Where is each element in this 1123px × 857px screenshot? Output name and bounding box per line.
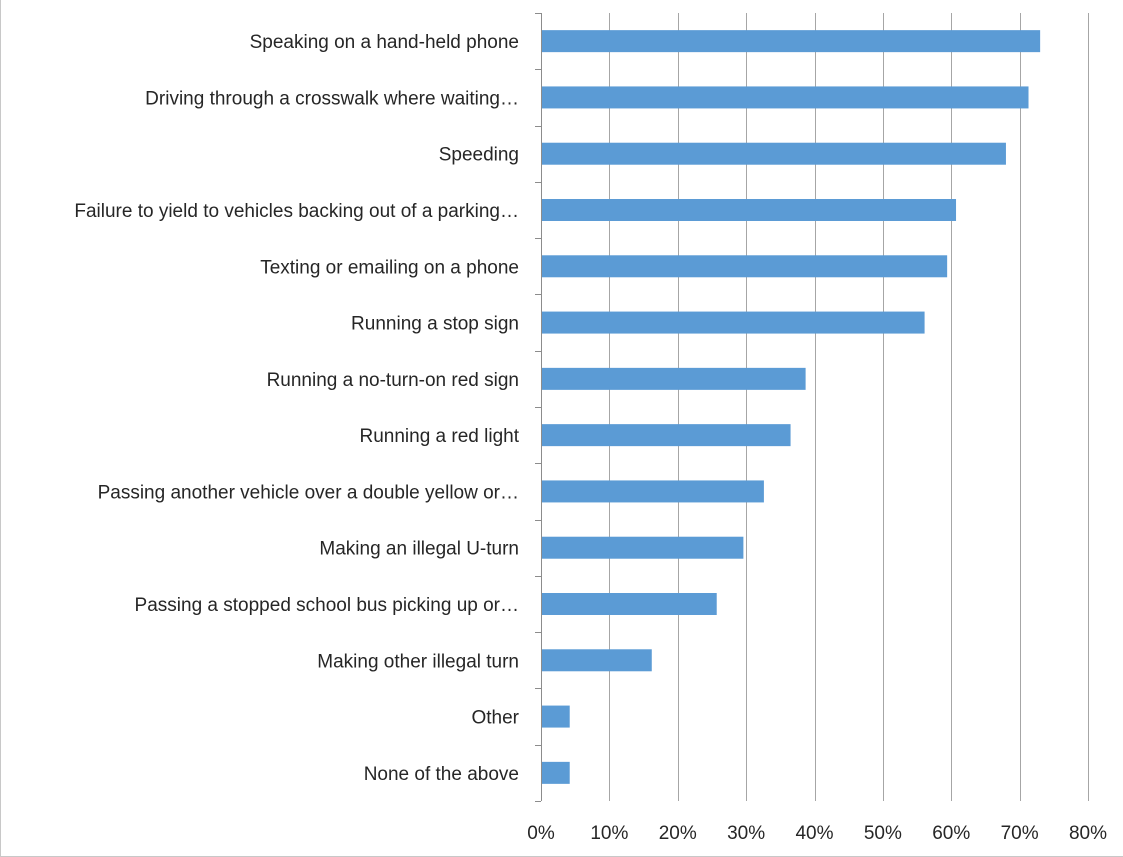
x-tick-label: 0% xyxy=(527,823,555,844)
bar xyxy=(542,311,925,334)
bars xyxy=(542,30,1041,784)
category-label: Speeding xyxy=(439,145,519,166)
bar xyxy=(542,705,570,728)
bar xyxy=(542,142,1006,165)
bar xyxy=(542,367,806,390)
x-tick-label: 50% xyxy=(864,823,902,844)
bar xyxy=(542,761,570,784)
category-label: Making an illegal U-turn xyxy=(319,539,519,560)
category-label: Driving through a crosswalk where waitin… xyxy=(145,88,519,109)
x-tick-label: 60% xyxy=(932,823,970,844)
category-label: Passing a stopped school bus picking up … xyxy=(135,595,519,616)
x-tick-label: 20% xyxy=(659,823,697,844)
category-label: Making other illegal turn xyxy=(317,651,519,672)
category-label: Running a red light xyxy=(360,426,520,447)
category-label: Running a no-turn-on red sign xyxy=(267,370,519,391)
x-tick-label: 40% xyxy=(795,823,833,844)
bar xyxy=(542,536,744,559)
x-tick-label: 70% xyxy=(1001,823,1039,844)
bar xyxy=(542,424,791,447)
bar xyxy=(542,649,652,672)
x-tick-label: 80% xyxy=(1069,823,1107,844)
category-label: Other xyxy=(471,708,519,729)
x-tick-label: 30% xyxy=(727,823,765,844)
category-label: None of the above xyxy=(364,764,519,785)
category-labels: Speaking on a hand-held phone Driving thr… xyxy=(74,32,519,785)
category-label: Failure to yield to vehicles backing out… xyxy=(74,201,519,222)
bar xyxy=(542,199,957,221)
bar xyxy=(542,593,717,615)
category-label: Speaking on a hand-held phone xyxy=(250,32,519,53)
bar xyxy=(542,480,764,503)
gridlines xyxy=(609,13,1089,801)
value-axis-tick-labels: 0% 10% 20% 30% 40% 50% 60% 70% 80% xyxy=(527,823,1107,844)
category-label: Passing another vehicle over a double ye… xyxy=(98,482,519,503)
category-axis xyxy=(535,13,542,802)
bar xyxy=(542,86,1029,109)
x-tick-label: 10% xyxy=(590,823,628,844)
bar xyxy=(542,255,948,278)
category-label: Texting or emailing on a phone xyxy=(260,257,519,278)
category-label: Running a stop sign xyxy=(351,314,519,335)
bar xyxy=(542,30,1041,53)
